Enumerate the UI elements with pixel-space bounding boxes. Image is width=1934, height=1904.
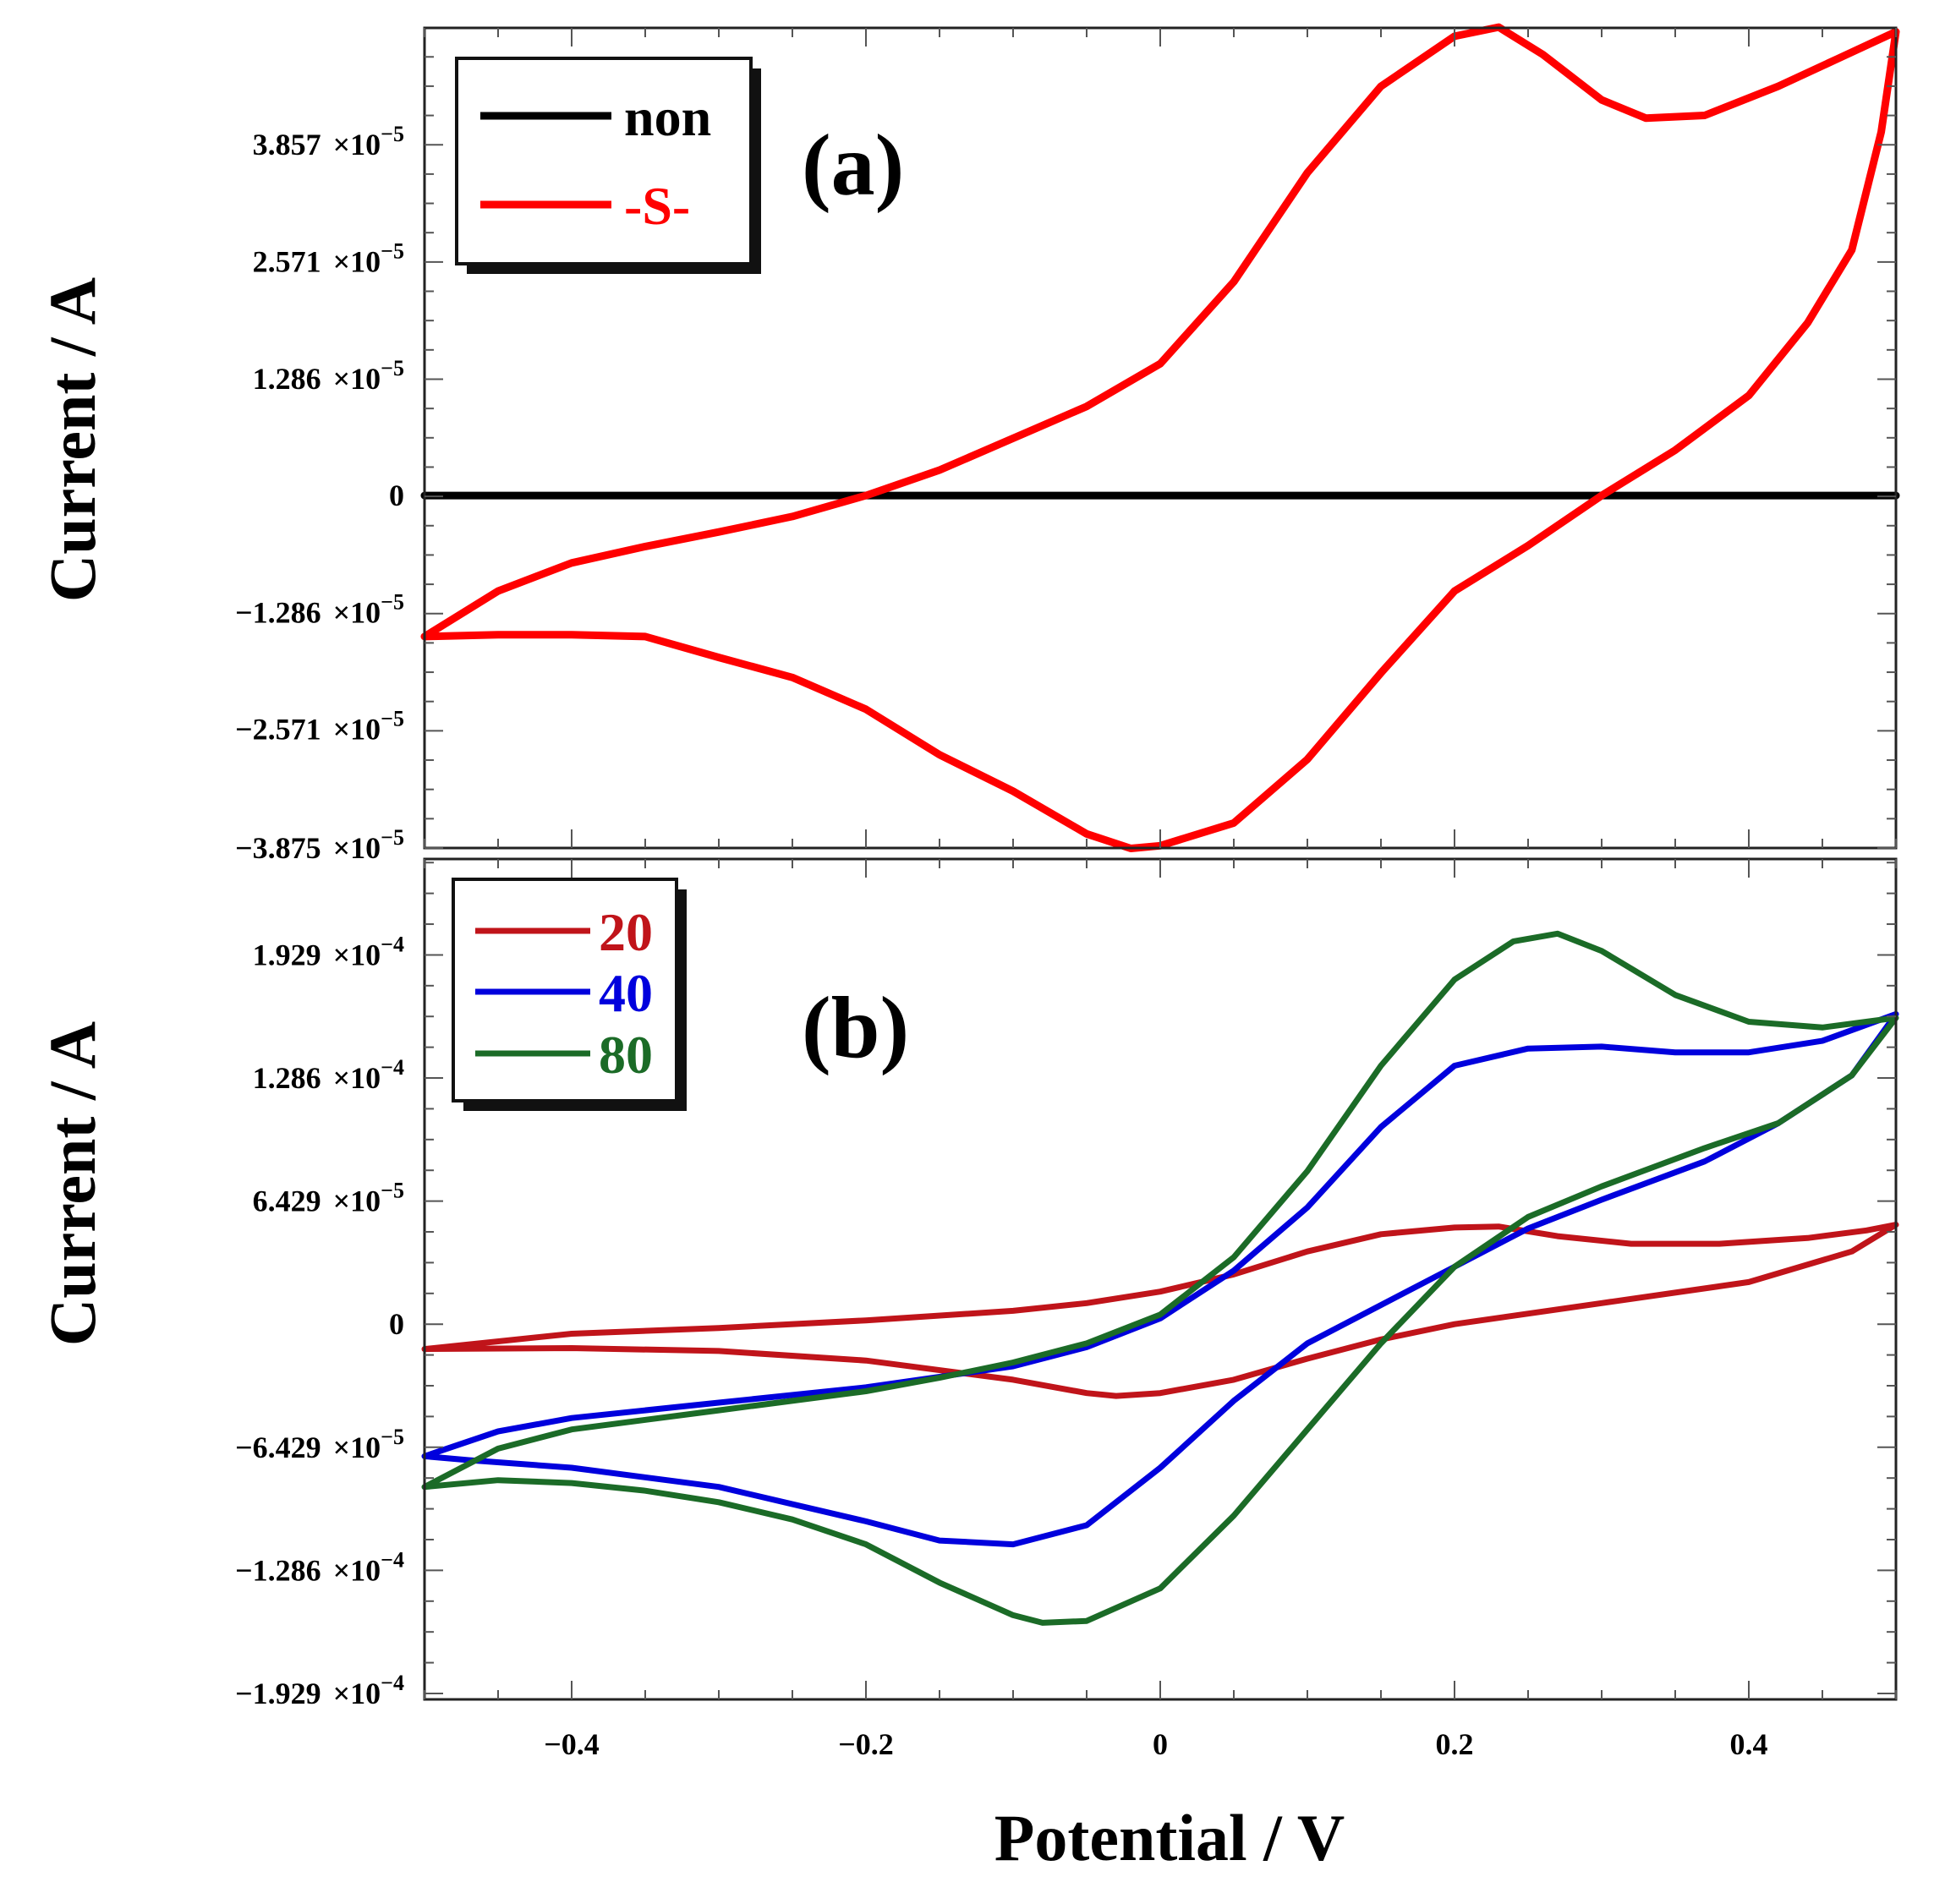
- legend-label-s: -S-: [624, 176, 690, 236]
- panel-b-ticks: [424, 859, 1897, 1699]
- x-tick-label: 0.4: [1730, 1727, 1768, 1761]
- series-line-80: [421, 930, 1899, 1626]
- x-tick-label: 0.2: [1436, 1727, 1474, 1761]
- y-tick-label: −3.875 ×10−5: [235, 825, 404, 865]
- legend-label-40: 40: [599, 963, 653, 1023]
- panel-b-label: (b): [802, 979, 909, 1076]
- y-tick-label: 1.286 ×10−4: [253, 1055, 404, 1095]
- y-tick-label: 3.857 ×10−5: [253, 122, 404, 161]
- y-tick-label: −2.571 ×10−5: [235, 707, 404, 747]
- y-tick-label: −1.286 ×10−4: [235, 1547, 404, 1587]
- panel-b: 1.929 ×10−4 1.286 ×10−4 6.429 ×10−5 0 −6.429 ×10…: [36, 857, 1899, 1874]
- panel-a-legend-box: [455, 57, 753, 265]
- panel-b-x-tick-labels: −0.4 −0.2 0 0.2 0.4: [544, 1727, 1767, 1761]
- panel-a: 3.857 ×10−5 2.571 ×10−5 1.286 ×10−5 0 −1.286 ×10…: [36, 23, 1900, 865]
- series-line-20: [421, 1222, 1899, 1399]
- y-tick-label: 2.571 ×10−5: [253, 239, 404, 279]
- x-tick-label: −0.4: [544, 1727, 600, 1761]
- panel-a-legend: non -S-: [455, 57, 761, 274]
- panel-a-label: (a): [802, 117, 904, 214]
- legend-label-20: 20: [599, 902, 653, 962]
- panel-a-y-tick-labels: 3.857 ×10−5 2.571 ×10−5 1.286 ×10−5 0 −1.286 ×10…: [235, 122, 404, 865]
- x-tick-label: 0: [1153, 1727, 1168, 1761]
- y-tick-label: 6.429 ×10−5: [253, 1179, 404, 1218]
- legend-label-80: 80: [599, 1025, 653, 1085]
- panel-b-legend: 20 40 80: [452, 878, 687, 1111]
- legend-label-non: non: [624, 87, 711, 147]
- series-line-S: [420, 23, 1900, 852]
- y-tick-label: −1.286 ×10−5: [235, 589, 404, 629]
- panel-a-series-layer: [420, 23, 1900, 852]
- y-tick-label: 0: [389, 1307, 404, 1341]
- y-tick-label: −6.429 ×10−5: [235, 1425, 404, 1464]
- panel-a-ticks: [424, 28, 1897, 849]
- y-tick-label: 0: [389, 479, 404, 512]
- y-tick-label: 1.286 ×10−5: [253, 356, 404, 396]
- panel-b-y-axis-title: Current / A: [36, 1021, 109, 1346]
- panel-b-y-tick-labels: 1.929 ×10−4 1.286 ×10−4 6.429 ×10−5 0 −6.429 ×10…: [235, 932, 404, 1710]
- x-tick-label: −0.2: [838, 1727, 894, 1761]
- y-tick-label: 1.929 ×10−4: [253, 932, 404, 971]
- x-axis-title: Potential / V: [994, 1801, 1345, 1874]
- panel-a-y-axis-title: Current / A: [36, 277, 109, 602]
- y-tick-label: −1.929 ×10−4: [235, 1671, 404, 1710]
